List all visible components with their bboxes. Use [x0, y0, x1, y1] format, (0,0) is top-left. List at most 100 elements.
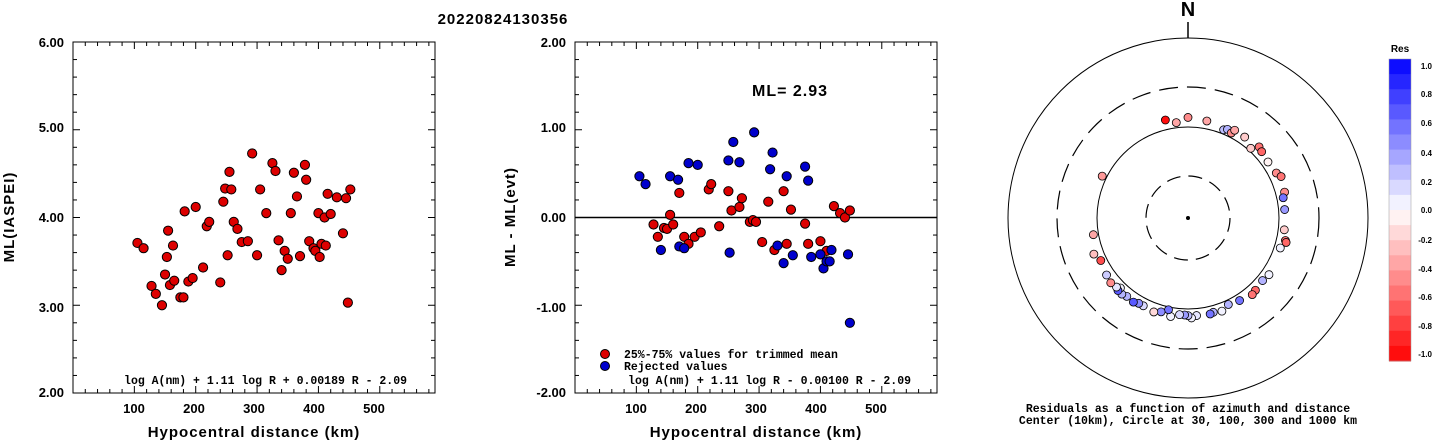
panel2-point — [781, 238, 792, 249]
panel1-point — [190, 201, 201, 213]
panel2-xtick-label: 200 — [685, 401, 707, 416]
panel1-point — [138, 243, 149, 254]
colorbar-swatch — [1389, 194, 1411, 211]
panel1-point — [320, 240, 331, 251]
polar-point — [1202, 116, 1212, 126]
polar-point — [1128, 297, 1138, 307]
panel1-point — [251, 250, 263, 261]
panel1-point — [294, 251, 306, 262]
panel2-point — [803, 175, 814, 186]
panel1-point — [232, 223, 243, 235]
panel1-point — [276, 265, 287, 276]
colorbar-swatch — [1389, 74, 1411, 90]
north-label: N — [1181, 0, 1195, 21]
panel2-point — [683, 157, 694, 169]
panel1-point — [146, 280, 157, 292]
panel1-point — [288, 167, 299, 178]
ring-30km — [1145, 175, 1231, 261]
panel2-ytick-label: -2.00 — [536, 385, 566, 400]
panel1-formula: log A(nm) + 1.11 log R + 0.00189 R - 2.0… — [124, 375, 407, 388]
panel1-xtick-label: 100 — [123, 401, 145, 416]
panel1-point — [169, 275, 180, 286]
polar-point — [1258, 276, 1267, 285]
polar-point — [1263, 157, 1273, 167]
panel1-ytick-label: 2.00 — [39, 385, 64, 400]
panel2-point — [728, 136, 739, 148]
colorbar-swatch — [1389, 240, 1411, 256]
panel2-legend: 25%-75% values for trimmed mean Rejected… — [600, 349, 838, 374]
polar-point — [1264, 270, 1274, 280]
panel2-point — [734, 201, 745, 213]
panel2-point — [815, 236, 826, 247]
panel2-point — [723, 155, 734, 166]
panel2-point — [648, 219, 659, 230]
colorbar-swatch — [1389, 330, 1411, 347]
colorbar-title: Res — [1391, 44, 1410, 55]
polar-point — [1171, 118, 1181, 128]
colorbar-swatch — [1389, 300, 1411, 317]
legend-label-rejected: Rejected values — [624, 361, 728, 374]
panel1-point — [224, 166, 235, 177]
polar-point — [1240, 132, 1250, 142]
polar-point — [1183, 113, 1193, 122]
panel1-point — [247, 148, 258, 159]
panel2-xtick-label: 100 — [625, 401, 647, 416]
panel1-ytick-label: 6.00 — [39, 35, 64, 50]
polar-point — [1089, 249, 1099, 259]
panel1-ytick-label: 3.00 — [39, 300, 64, 315]
panel2-formula: log A(nm) + 1.11 log R - 0.00100 R - 2.0… — [628, 375, 911, 388]
colorbar-swatch — [1389, 89, 1411, 105]
polar-point — [1088, 230, 1098, 240]
panel1-point — [322, 188, 333, 199]
panel1-point — [285, 208, 296, 219]
legend-label-trimmed: 25%-75% values for trimmed mean — [624, 349, 838, 362]
panel1-point — [291, 191, 303, 202]
polar-point — [1279, 225, 1289, 235]
panel2-point — [695, 227, 706, 238]
panel2-point — [778, 186, 789, 197]
panel2-ytick-label: 2.00 — [541, 35, 566, 50]
polar-point — [1096, 256, 1106, 265]
panel2-point — [806, 251, 817, 263]
panel1-point — [187, 272, 198, 284]
polar-point — [1230, 125, 1240, 135]
panel1-xtick-label: 400 — [303, 401, 325, 416]
panel1-point — [261, 208, 272, 219]
panel2-point — [665, 209, 676, 220]
panel1-point — [204, 216, 215, 227]
panel2-point — [763, 196, 774, 207]
panel1-points — [132, 148, 356, 311]
polar-point — [1149, 307, 1159, 317]
panel1-point — [163, 225, 174, 236]
polar-point — [1106, 278, 1116, 288]
polar-caption-line2: Center (10km), Circle at 30, 100, 300 an… — [1019, 415, 1357, 428]
panel2-point — [799, 161, 811, 172]
panel2-point — [706, 179, 717, 190]
colorbar-tick-label: -0.4 — [1418, 265, 1432, 274]
colorbar-swatch — [1389, 270, 1411, 286]
polar-point — [1156, 307, 1166, 317]
panel1-point — [314, 251, 325, 263]
panel2-point — [679, 243, 690, 254]
panel1-xtick-label: 500 — [363, 401, 385, 416]
panel2-y-axis-label: ML - ML(evt) — [502, 167, 519, 267]
panel1-point — [270, 165, 281, 177]
polar-point — [1257, 147, 1267, 157]
panel2-point — [778, 258, 789, 269]
figure-title: 20220824130356 — [438, 11, 569, 28]
colorbar-tick-label: -0.6 — [1418, 293, 1432, 302]
colorbar-swatch — [1389, 225, 1411, 241]
panel1-point — [178, 292, 189, 303]
colorbar-tick-label: 0.0 — [1421, 206, 1433, 215]
polar-point — [1276, 172, 1286, 181]
panel2-point — [714, 221, 725, 232]
ring-300km — [1056, 86, 1320, 350]
colorbar-swatch — [1389, 315, 1411, 332]
polar-point — [1097, 171, 1107, 181]
colorbar-swatch — [1389, 285, 1411, 302]
panel1-point — [161, 251, 172, 263]
colorbar-tick-label: -0.8 — [1418, 322, 1432, 331]
panel1-point — [301, 174, 312, 185]
panel2-point — [839, 212, 851, 223]
legend-marker-rejected — [600, 361, 610, 371]
